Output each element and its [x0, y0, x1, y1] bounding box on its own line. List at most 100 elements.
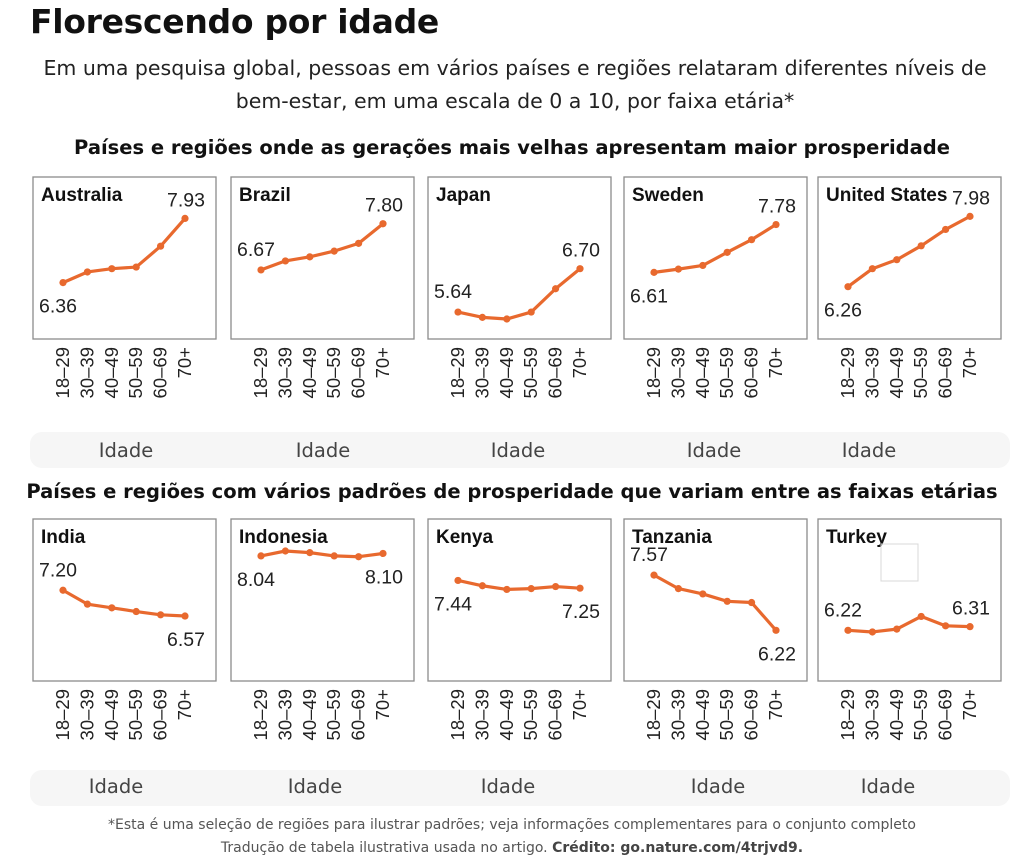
data-point-60-69 — [157, 242, 165, 250]
value-label-last: 6.70 — [562, 240, 600, 262]
tick-label-40-49: 40–49 — [692, 689, 713, 740]
value-label-first: 6.61 — [630, 285, 668, 307]
data-point-50-59 — [330, 247, 338, 255]
data-point-30-39 — [478, 582, 486, 590]
tick-label-50-59: 50–59 — [520, 689, 541, 740]
tick-label-60-69: 60–69 — [545, 347, 566, 398]
tick-label-40-49: 40–49 — [886, 689, 907, 740]
value-label-first: 5.64 — [434, 281, 472, 303]
data-point-60-69 — [552, 285, 560, 293]
tick-label-70: 70+ — [372, 347, 393, 378]
data-point-18-29 — [650, 571, 658, 579]
series-line — [846, 214, 972, 289]
tick-label-70: 70+ — [765, 689, 786, 720]
placeholder-square — [880, 543, 919, 582]
panel-title: Turkey — [826, 527, 887, 548]
tick-label-18-29: 18–29 — [250, 347, 271, 398]
panel-frame — [32, 518, 217, 682]
tick-label-60-69: 60–69 — [741, 689, 762, 740]
tick-label-18-29: 18–29 — [837, 689, 858, 740]
value-label-last: 8.10 — [365, 566, 403, 588]
tick-label-70: 70+ — [569, 347, 590, 378]
data-point-40-49 — [893, 256, 901, 264]
tick-label-60-69: 60–69 — [741, 347, 762, 398]
panel-india: India 7.20 6.57 18–29 30–39 40–49 50–59 60–69 70… — [32, 518, 217, 798]
data-point-70 — [181, 214, 189, 223]
panel-indonesia: Indonesia 8.04 8.10 18–29 30–39 40–49 50–59 60–… — [230, 518, 415, 798]
x-axis-label: Idade — [99, 439, 153, 462]
panel-title: Brazil — [239, 185, 291, 206]
tick-label-40-49: 40–49 — [299, 347, 320, 398]
panel-frame — [230, 518, 415, 682]
panel-japan: Japan 5.64 6.70 18–29 30–39 40–49 50–59 60–69 70… — [427, 176, 612, 462]
tick-label-40-49: 40–49 — [101, 347, 122, 398]
panel-title: Australia — [41, 185, 123, 206]
tick-label-30-39: 30–39 — [76, 347, 97, 398]
tick-label-30-39: 30–39 — [274, 689, 295, 740]
value-label-first: 7.57 — [630, 544, 668, 566]
footnote-credit-line: Tradução de tabela ilustrativa usada no … — [0, 838, 1024, 859]
tick-label-50-59: 50–59 — [520, 347, 541, 398]
value-label-last: 7.93 — [167, 189, 205, 211]
credit-link[interactable]: Crédito: go.nature.com/4trjvd9. — [552, 840, 804, 856]
tick-label-50-59: 50–59 — [323, 689, 344, 740]
panel-title: Sweden — [632, 185, 704, 206]
data-point-18-29 — [844, 283, 852, 291]
data-point-30-39 — [868, 265, 877, 273]
data-point-60-69 — [748, 598, 756, 607]
series-line — [456, 578, 582, 592]
tick-label-30-39: 30–39 — [861, 347, 882, 398]
tick-label-70: 70+ — [174, 689, 195, 720]
tick-label-50-59: 50–59 — [125, 347, 146, 398]
tick-label-18-29: 18–29 — [52, 347, 73, 398]
value-label-first: 6.67 — [237, 239, 275, 261]
data-point-50-59 — [723, 248, 731, 256]
tick-label-70: 70+ — [959, 347, 980, 378]
value-label-last: 7.80 — [365, 195, 403, 217]
value-label-first: 7.44 — [434, 593, 472, 615]
footnote-text: Tradução de tabela ilustrativa usada no … — [220, 840, 553, 856]
tick-label-40-49: 40–49 — [886, 347, 907, 398]
tick-label-60-69: 60–69 — [150, 689, 171, 740]
data-point-30-39 — [83, 600, 91, 608]
tick-label-70: 70+ — [372, 689, 393, 720]
data-point-18-29 — [454, 576, 462, 585]
data-point-50-59 — [917, 612, 925, 621]
x-axis-label: Idade — [491, 439, 545, 462]
tick-label-70: 70+ — [959, 689, 980, 720]
tick-label-60-69: 60–69 — [545, 689, 566, 740]
data-point-70 — [576, 584, 584, 592]
tick-label-50-59: 50–59 — [910, 689, 931, 740]
data-point-40-49 — [699, 261, 707, 270]
data-point-40-49 — [893, 625, 901, 633]
panel-title: United States — [826, 185, 947, 206]
section-heading-mixed-patterns: Países e regiões com vários padrões de p… — [26, 480, 998, 503]
tick-label-40-49: 40–49 — [101, 689, 122, 740]
tick-label-60-69: 60–69 — [150, 347, 171, 398]
panel-frame — [32, 176, 217, 340]
data-point-50-59 — [527, 308, 535, 316]
data-point-50-59 — [723, 597, 731, 605]
value-label-first: 8.04 — [237, 569, 275, 591]
tick-label-40-49: 40–49 — [692, 347, 713, 398]
value-label-last: 6.22 — [758, 643, 796, 665]
data-point-60-69 — [355, 553, 363, 561]
data-point-50-59 — [527, 585, 535, 593]
tick-label-50-59: 50–59 — [125, 689, 146, 740]
data-point-40-49 — [503, 315, 511, 323]
data-point-40-49 — [699, 590, 707, 598]
data-point-70 — [576, 265, 584, 273]
data-point-30-39 — [868, 628, 877, 636]
tick-label-60-69: 60–69 — [348, 689, 369, 740]
panel-frame — [623, 518, 808, 682]
tick-label-50-59: 50–59 — [910, 347, 931, 398]
series-line — [61, 216, 187, 285]
value-label-last: 7.78 — [758, 196, 796, 218]
panel-australia: Australia 6.36 7.93 18–29 30–39 40–49 50–59 60–… — [32, 176, 217, 462]
value-label-first: 6.36 — [39, 296, 77, 318]
axis-band-row-1 — [30, 432, 1010, 468]
data-point-70 — [772, 220, 780, 229]
data-point-60-69 — [552, 582, 560, 591]
x-axis-label: Idade — [296, 439, 350, 462]
